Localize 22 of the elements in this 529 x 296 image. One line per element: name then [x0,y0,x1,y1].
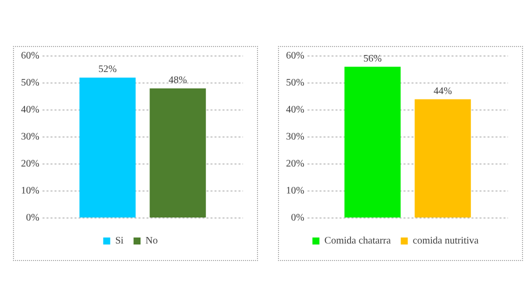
y-tick-label: 30% [20,132,40,143]
y-tick-label: 20% [286,158,304,170]
y-tick-label: 0% [26,212,40,224]
legend-label: No [146,236,158,247]
y-tick-label: 10% [286,186,304,197]
legend-label: Comida chatarra [324,236,392,247]
data-label: 44% [434,86,452,97]
y-tick-label: 50% [286,78,304,89]
y-tick-label: 30% [286,132,304,143]
y-tick-label: 40% [286,104,304,116]
y-tick-label: 50% [20,78,40,89]
data-label: 56% [363,53,382,64]
y-tick-label: 0% [290,212,304,224]
y-tick-label: 20% [20,158,40,170]
legend-label: Si [115,236,124,247]
data-label: 48% [168,75,187,86]
y-tick-label: 60% [20,50,40,62]
legend-label: comida nutritiva [412,236,480,247]
y-tick-label: 10% [20,186,40,197]
data-label: 52% [98,64,117,76]
y-tick-label: 60% [286,50,304,62]
y-tick-label: 40% [20,104,40,116]
